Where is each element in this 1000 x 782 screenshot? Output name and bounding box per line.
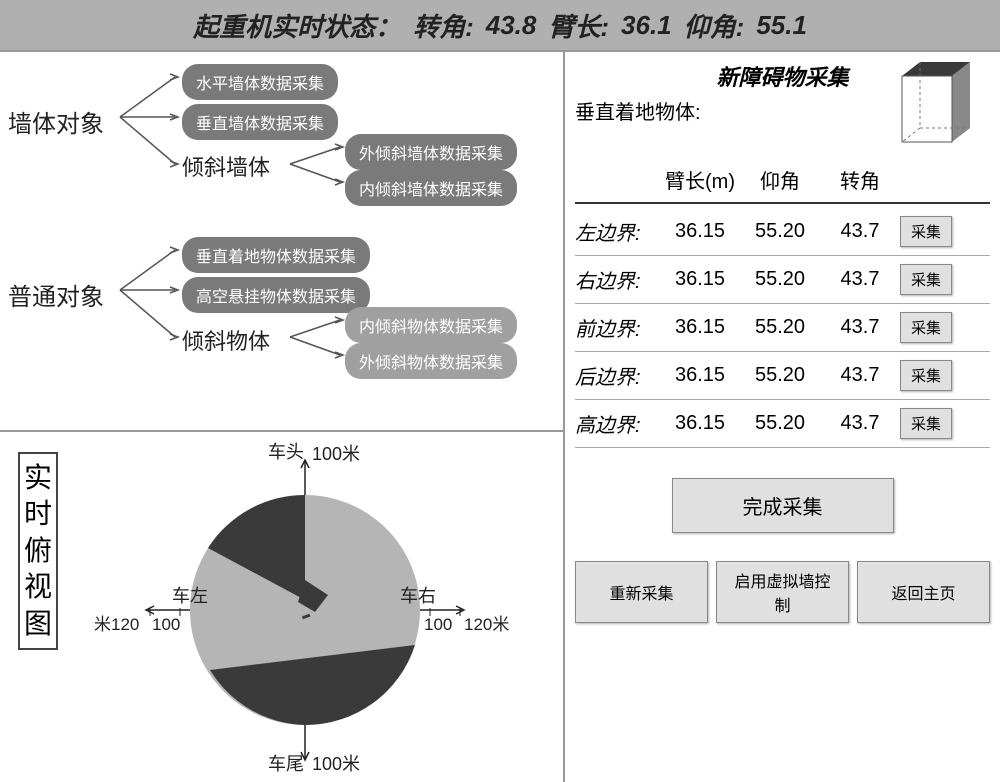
boundary-angle: 43.7 <box>820 364 900 387</box>
boundary-arm: 36.15 <box>660 412 740 435</box>
elev-label: 仰角: <box>684 7 745 44</box>
pill-inner-tilt-obj[interactable]: 内倾斜物体数据采集 <box>345 307 517 343</box>
col-angle: 转角 <box>820 165 900 194</box>
pill-aerial-hanging[interactable]: 高空悬挂物体数据采集 <box>182 277 370 313</box>
tree-sublabel-tilt-wall: 倾斜墙体 <box>182 150 270 182</box>
boundary-row: 前边界:36.1555.2043.7采集 <box>575 304 990 352</box>
topview-title: 实时俯视图 <box>18 452 58 650</box>
topview-left-label: 车左 <box>172 586 208 606</box>
svg-text:米120: 米120 <box>94 615 139 634</box>
collect-button[interactable]: 采集 <box>900 408 952 439</box>
elev-value: 55.1 <box>756 10 807 41</box>
col-arm: 臂长(m) <box>660 165 740 194</box>
svg-text:100: 100 <box>152 615 180 634</box>
topview-chart: 车头 100米 车尾 100米 车左 车右 米120 100 100 120米 <box>80 440 560 775</box>
tree-sublabel-tilt-obj: 倾斜物体 <box>182 324 270 356</box>
pill-horizontal-wall[interactable]: 水平墙体数据采集 <box>182 64 338 100</box>
col-elev: 仰角 <box>740 165 820 194</box>
boundary-arm: 36.15 <box>660 268 740 291</box>
pill-outer-tilt-wall[interactable]: 外倾斜墙体数据采集 <box>345 134 517 170</box>
boundary-elev: 55.20 <box>740 364 820 387</box>
boundary-angle: 43.7 <box>820 412 900 435</box>
boundary-arm: 36.15 <box>660 316 740 339</box>
boundary-label: 高边界: <box>575 409 660 438</box>
svg-text:120米: 120米 <box>464 615 509 634</box>
tree-root-normal: 普通对象 <box>8 277 104 312</box>
boundary-label: 后边界: <box>575 361 660 390</box>
tree-panel: 墙体对象 水平墙体数据采集 垂直墙体数据采集 倾斜墙体 外倾斜墙体数据采集 内倾… <box>0 52 563 432</box>
boundary-angle: 43.7 <box>820 316 900 339</box>
pill-outer-tilt-obj[interactable]: 外倾斜物体数据采集 <box>345 343 517 379</box>
boundary-angle: 43.7 <box>820 220 900 243</box>
svg-text:100: 100 <box>424 615 452 634</box>
status-header: 起重机实时状态： 转角: 43.8 臂长: 36.1 仰角: 55.1 <box>0 0 1000 52</box>
col-headers: 臂长(m) 仰角 转角 <box>575 165 990 194</box>
topview-rear-label: 车尾 <box>268 754 304 774</box>
topview-front-dist: 100米 <box>312 444 360 464</box>
boundary-elev: 55.20 <box>740 316 820 339</box>
obstacle-panel: 新障碍物采集 垂直着地物体: 臂长(m) 仰角 转角 左边界:36.1555.2… <box>565 52 1000 782</box>
collect-button[interactable]: 采集 <box>900 312 952 343</box>
collect-button[interactable]: 采集 <box>900 264 952 295</box>
angle-label: 转角: <box>413 7 474 44</box>
collect-button[interactable]: 采集 <box>900 360 952 391</box>
boundary-arm: 36.15 <box>660 364 740 387</box>
boundary-row: 高边界:36.1555.2043.7采集 <box>575 400 990 448</box>
pill-inner-tilt-wall[interactable]: 内倾斜墙体数据采集 <box>345 170 517 206</box>
boundary-label: 右边界: <box>575 265 660 294</box>
boundary-elev: 55.20 <box>740 412 820 435</box>
recollect-button[interactable]: 重新采集 <box>575 561 708 623</box>
return-home-button[interactable]: 返回主页 <box>857 561 990 623</box>
tree-root-wall: 墙体对象 <box>8 104 104 139</box>
pill-vertical-ground[interactable]: 垂直着地物体数据采集 <box>182 237 370 273</box>
boundary-label: 前边界: <box>575 313 660 342</box>
complete-button[interactable]: 完成采集 <box>672 478 894 533</box>
status-label: 起重机实时状态： <box>193 7 401 44</box>
boundary-elev: 55.20 <box>740 220 820 243</box>
boundary-row: 左边界:36.1555.2043.7采集 <box>575 208 990 256</box>
topview-panel: 实时俯视图 <box>0 432 563 782</box>
collect-button[interactable]: 采集 <box>900 216 952 247</box>
boundary-label: 左边界: <box>575 217 660 246</box>
boundary-angle: 43.7 <box>820 268 900 291</box>
boundary-elev: 55.20 <box>740 268 820 291</box>
topview-front-label: 车头 <box>268 442 304 462</box>
topview-rear-dist: 100米 <box>312 754 360 774</box>
boundary-row: 右边界:36.1555.2043.7采集 <box>575 256 990 304</box>
boundary-arm: 36.15 <box>660 220 740 243</box>
topview-right-label: 车右 <box>400 586 436 606</box>
pill-vertical-wall[interactable]: 垂直墙体数据采集 <box>182 104 338 140</box>
enable-virtual-wall-button[interactable]: 启用虚拟墙控制 <box>716 561 849 623</box>
arm-label: 臂长: <box>548 7 609 44</box>
angle-value: 43.8 <box>486 10 537 41</box>
arm-value: 36.1 <box>621 10 672 41</box>
cube-icon <box>880 58 980 153</box>
boundary-row: 后边界:36.1555.2043.7采集 <box>575 352 990 400</box>
